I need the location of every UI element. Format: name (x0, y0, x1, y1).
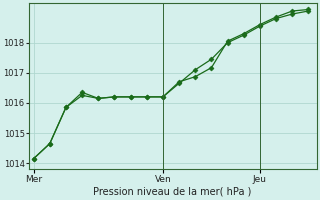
X-axis label: Pression niveau de la mer( hPa ): Pression niveau de la mer( hPa ) (93, 187, 252, 197)
